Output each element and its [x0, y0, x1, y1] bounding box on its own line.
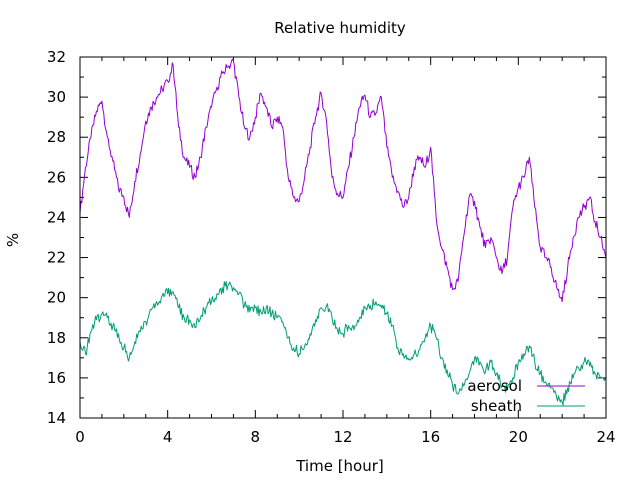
x-tick-label: 12	[333, 428, 352, 446]
x-tick-label: 4	[163, 428, 173, 446]
x-tick-label: 20	[509, 428, 528, 446]
y-tick-label: 14	[47, 409, 66, 427]
y-tick-label: 24	[47, 208, 66, 226]
x-tick-label: 8	[251, 428, 261, 446]
y-tick-label: 32	[47, 48, 66, 66]
y-tick-label: 22	[47, 249, 66, 267]
series-line-aerosol	[79, 58, 607, 303]
legend: aerosol sheath	[467, 377, 585, 415]
plot-frame	[79, 56, 607, 419]
chart-title: Relative humidity	[274, 19, 406, 37]
y-tick-label: 16	[47, 369, 66, 387]
x-tick-label: 16	[421, 428, 440, 446]
x-tick-label: 0	[75, 428, 85, 446]
y-axis-label: %	[4, 233, 22, 247]
y-tick-label: 18	[47, 329, 66, 347]
y-tick-label: 20	[47, 289, 66, 307]
y-tick-label: 30	[47, 88, 66, 106]
legend-label: aerosol	[467, 377, 522, 395]
x-tick-label: 24	[596, 428, 615, 446]
axis-tick-labels: 0 4 8 12 16 20 24 14 16 18 20 22 24 26 28 30 32	[47, 48, 616, 446]
legend-label: sheath	[471, 397, 522, 415]
plot-lines	[79, 58, 607, 406]
y-tick-label: 28	[47, 128, 66, 146]
x-axis-label: Time [hour]	[295, 457, 384, 475]
y-tick-label: 26	[47, 168, 66, 186]
series-line-sheath	[79, 280, 607, 406]
